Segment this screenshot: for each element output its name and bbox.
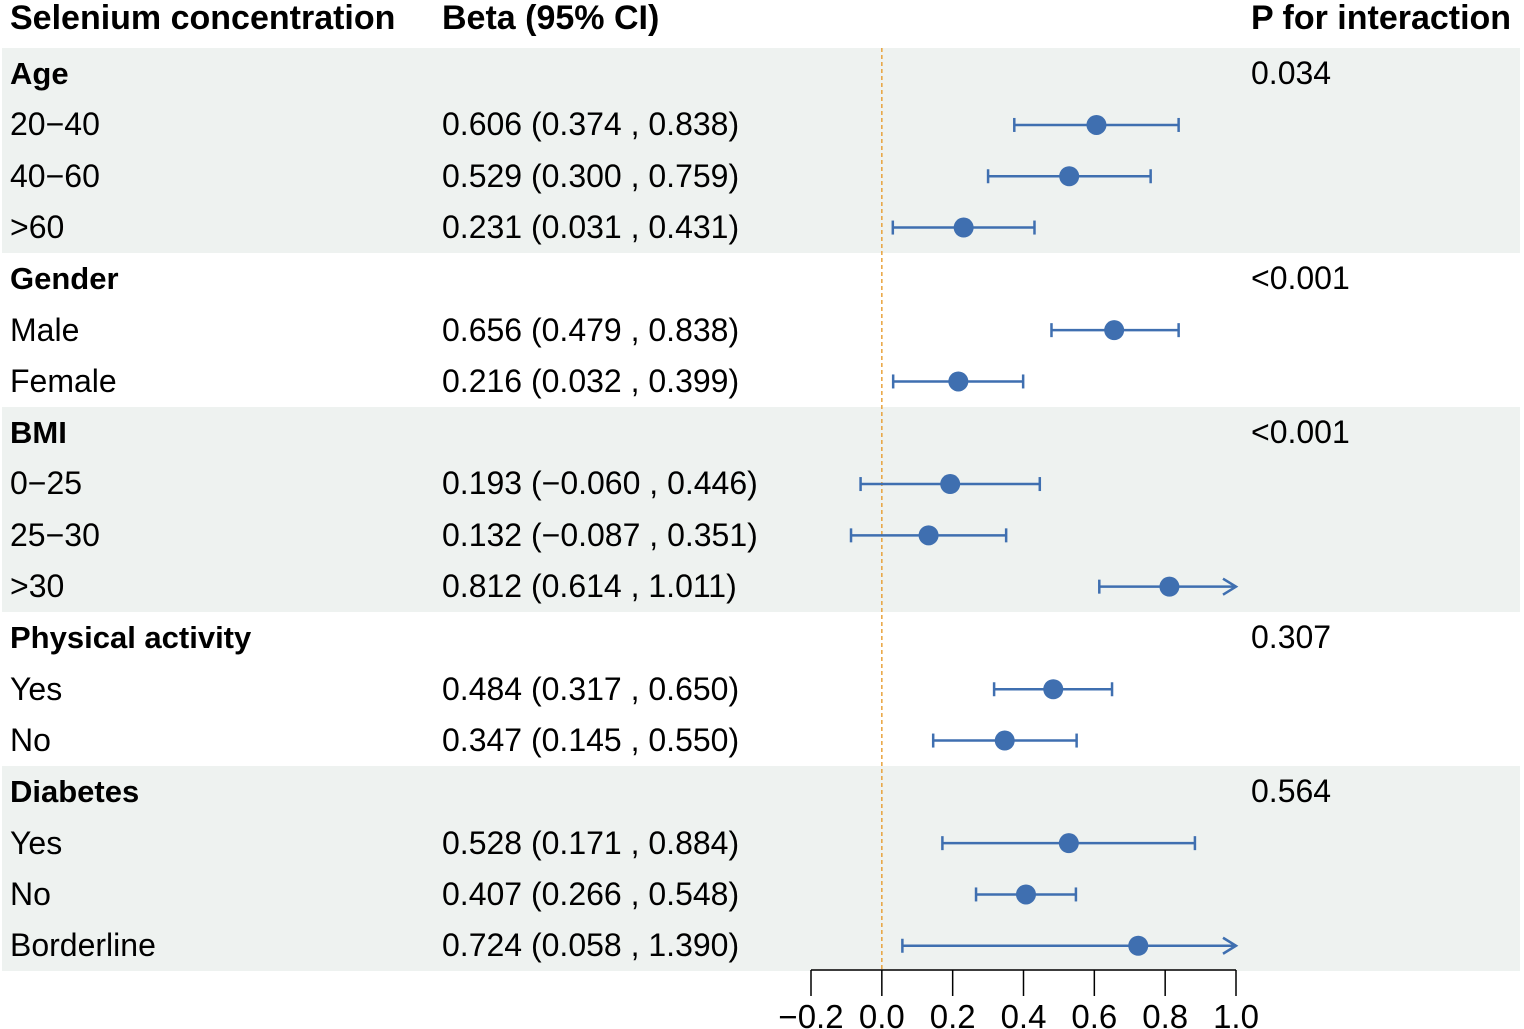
point-estimate (918, 525, 939, 546)
table-row: >60 0.231 (0.031 , 0.431) (0, 202, 1524, 253)
table-row: 25−30 0.132 (−0.087 , 0.351) (0, 510, 1524, 561)
x-tick-label: 0.0 (859, 998, 905, 1029)
p-interaction-value: <0.001 (1251, 414, 1350, 451)
row-label: 20−40 (10, 106, 100, 143)
group-label: Physical activity (10, 620, 252, 656)
group-label: Age (10, 56, 69, 91)
p-interaction-value: 0.564 (1251, 773, 1332, 810)
p-interaction-value: 0.307 (1251, 619, 1332, 656)
header-label: Selenium concentration (10, 0, 396, 37)
beta-ci-value: 0.484 (0.317 , 0.650) (442, 670, 740, 707)
row-label: 0−25 (10, 465, 83, 502)
group-row: Gender <0.001 (0, 253, 1524, 304)
group-row: BMI <0.001 (0, 407, 1524, 458)
table-row: Borderline 0.724 (0.058 , 1.390) (0, 920, 1524, 971)
x-tick-label: 1.0 (1213, 998, 1259, 1029)
row-label: Yes (10, 670, 63, 707)
table-row: 0−25 0.193 (−0.060 , 0.446) (0, 458, 1524, 509)
group-row: Age 0.034 (0, 48, 1524, 99)
point-estimate (994, 730, 1015, 751)
row-label: 40−60 (10, 157, 100, 194)
point-estimate (1086, 114, 1107, 135)
beta-ci-value: 0.529 (0.300 , 0.759) (442, 157, 740, 194)
row-label: 25−30 (10, 516, 100, 553)
x-tick-label: −0.2 (778, 998, 843, 1029)
group-row: Diabetes 0.564 (0, 766, 1524, 817)
point-estimate (940, 474, 961, 495)
table-row: 20−40 0.606 (0.374 , 0.838) (0, 99, 1524, 150)
p-interaction-value: 0.034 (1251, 55, 1332, 91)
table-row: Yes 0.484 (0.317 , 0.650) (0, 664, 1524, 715)
table-row: 40−60 0.529 (0.300 , 0.759) (0, 151, 1524, 202)
row-label: Male (10, 311, 80, 348)
row-label: Yes (10, 824, 63, 861)
row-label: No (10, 875, 51, 912)
point-estimate (1015, 884, 1036, 905)
header-beta: Beta (95% CI) (442, 0, 660, 37)
header-p-interaction: P for interaction (1251, 0, 1512, 37)
x-tick-label: 0.4 (1001, 998, 1047, 1029)
shaded-band (2, 407, 1520, 613)
beta-ci-value: 0.193 (−0.060 , 0.446) (442, 465, 758, 502)
point-estimate (1059, 166, 1080, 187)
group-label: BMI (10, 415, 67, 451)
group-row: Physical activity 0.307 (0, 612, 1524, 663)
point-estimate (948, 371, 969, 392)
row-label: Female (10, 362, 117, 399)
beta-ci-value: 0.231 (0.031 , 0.431) (442, 208, 740, 245)
beta-ci-value: 0.347 (0.145 , 0.550) (442, 721, 740, 758)
shaded-band (2, 766, 1520, 972)
point-estimate (1159, 576, 1180, 597)
x-tick-label: 0.8 (1142, 998, 1188, 1029)
table-row: >30 0.812 (0.614 , 1.011) (0, 561, 1524, 612)
beta-ci-value: 0.407 (0.266 , 0.548) (442, 875, 740, 912)
point-estimate (1043, 679, 1064, 700)
beta-ci-value: 0.656 (0.479 , 0.838) (442, 311, 740, 348)
row-label: No (10, 721, 51, 758)
table-row: No 0.347 (0.145 , 0.550) (0, 715, 1524, 766)
table-row: Yes 0.528 (0.171 , 0.884) (0, 818, 1524, 869)
x-tick-label: 0.6 (1071, 998, 1117, 1029)
row-label: >60 (10, 208, 65, 245)
p-interaction-value: <0.001 (1251, 260, 1350, 297)
table-row: Male 0.656 (0.479 , 0.838) (0, 305, 1524, 356)
beta-ci-value: 0.216 (0.032 , 0.399) (442, 362, 740, 399)
beta-ci-value: 0.812 (0.614 , 1.011) (442, 568, 737, 604)
ci-arrow (1222, 936, 1239, 955)
point-estimate (1058, 833, 1079, 854)
shaded-band (2, 48, 1520, 254)
point-estimate (953, 217, 974, 238)
beta-ci-value: 0.132 (−0.087 , 0.351) (442, 516, 758, 553)
beta-ci-value: 0.606 (0.374 , 0.838) (442, 106, 740, 143)
group-label: Gender (10, 261, 119, 297)
beta-ci-value: 0.724 (0.058 , 1.390) (442, 927, 740, 964)
beta-ci-value: 0.528 (0.171 , 0.884) (442, 824, 740, 861)
table-row: Female 0.216 (0.032 , 0.399) (0, 356, 1524, 407)
table-row: No 0.407 (0.266 , 0.548) (0, 869, 1524, 920)
row-label: >30 (10, 568, 65, 604)
row-label: Borderline (10, 927, 156, 964)
x-tick-label: 0.2 (930, 998, 976, 1029)
group-label: Diabetes (10, 774, 140, 810)
ci-arrow (1222, 577, 1239, 596)
point-estimate (1128, 935, 1149, 956)
point-estimate (1104, 320, 1125, 341)
